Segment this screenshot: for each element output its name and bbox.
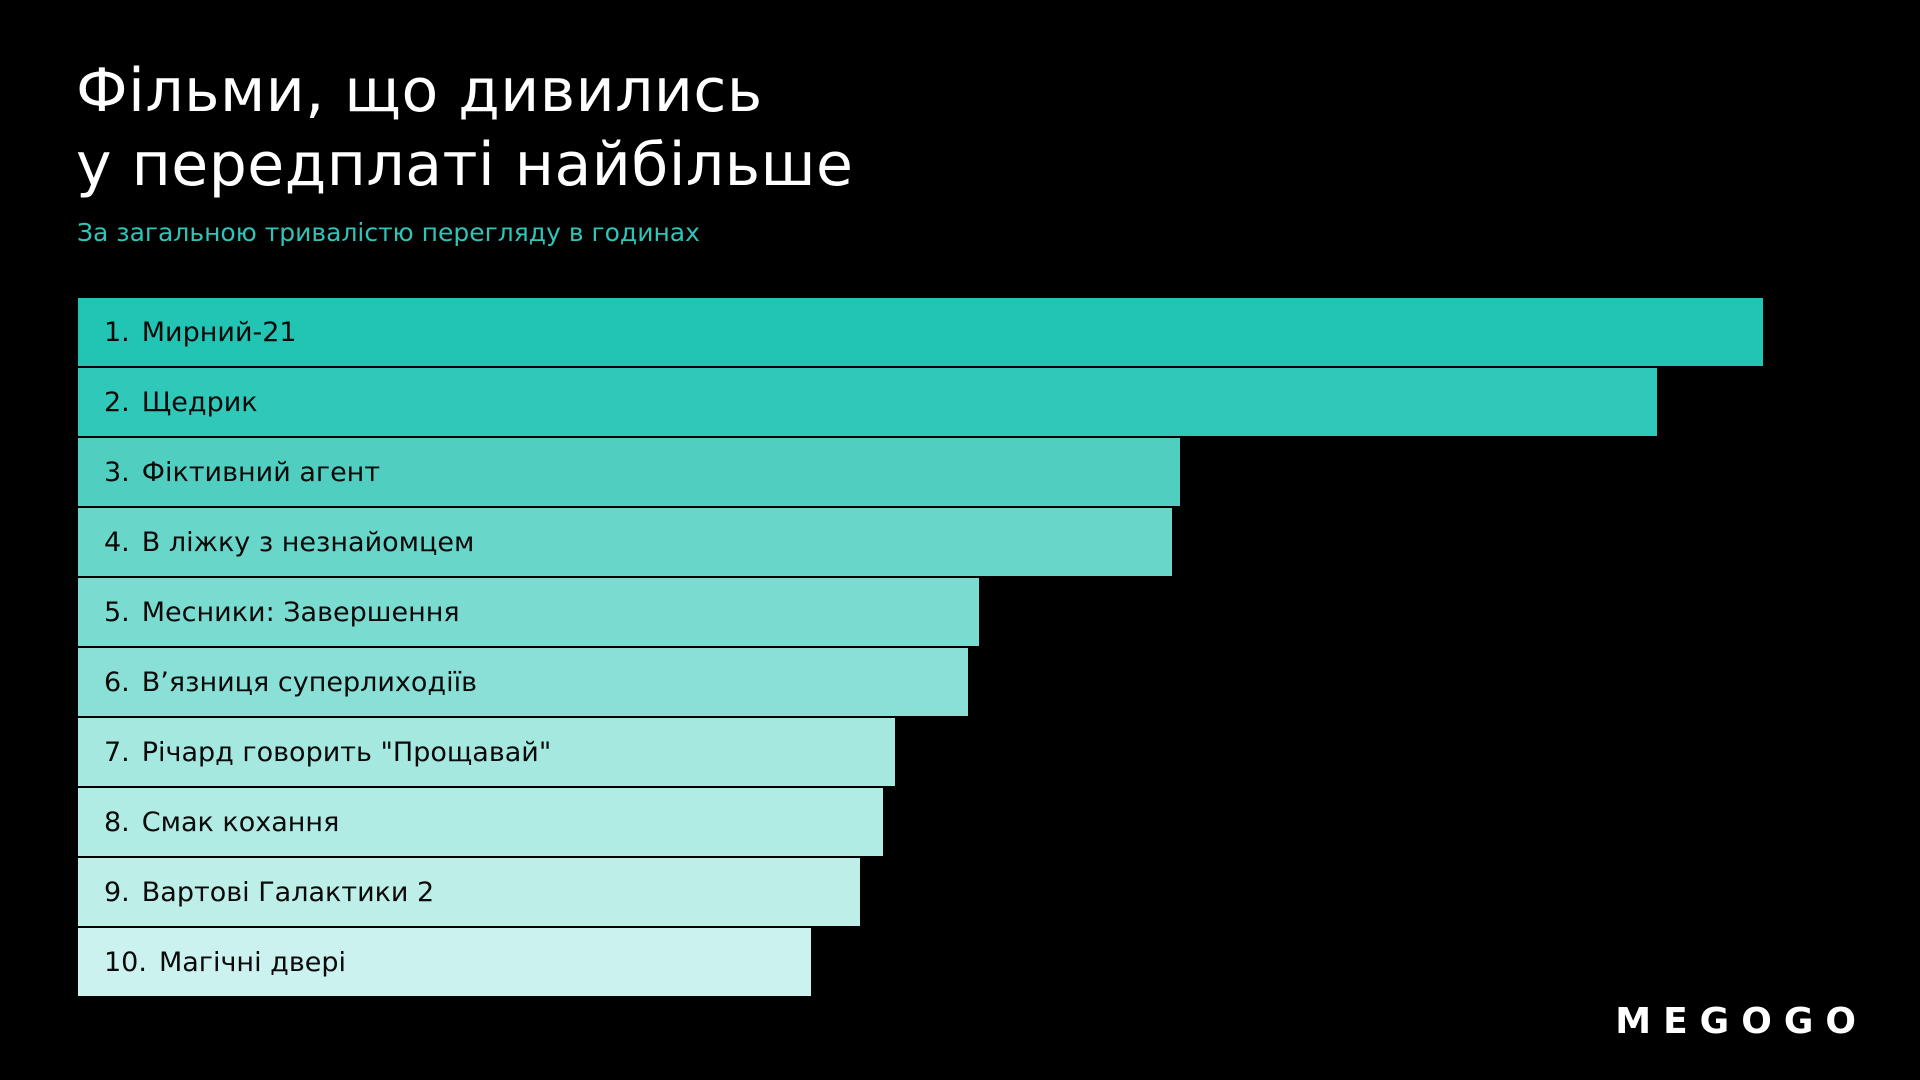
bar-1: 1. Мирний-21 (78, 298, 1763, 366)
bar-5: 5. Месники: Завершення (78, 578, 979, 646)
chart-title-line-1: Фільми, що дивились (76, 56, 763, 126)
bar-title-3: Фіктивний агент (141, 456, 381, 488)
bar-label-5: 5. Месники: Завершення (104, 597, 460, 628)
megogo-logo: MEGOGO (1615, 1001, 1868, 1042)
bar-8: 8. Смак кохання (78, 788, 883, 856)
bar-rank-1: 1. (104, 316, 130, 348)
chart-title: Фільми, що дивились у передплаті найбіль… (76, 54, 853, 202)
bar-rank-6: 6. (104, 666, 130, 698)
bar-4: 4. В ліжку з незнайомцем (78, 508, 1172, 576)
bar-2: 2. Щедрик (78, 368, 1657, 436)
bar-rank-3: 3. (104, 456, 130, 488)
bar-title-7: Річард говорить "Прощавай" (141, 736, 552, 768)
bar-title-10: Магічні двері (158, 946, 347, 978)
bar-label-2: 2. Щедрик (104, 387, 258, 418)
bar-label-10: 10. Магічні двері (104, 947, 346, 978)
bar-label-3: 3. Фіктивний агент (104, 457, 380, 488)
bar-7: 7. Річард говорить "Прощавай" (78, 718, 895, 786)
bar-rank-4: 4. (104, 526, 130, 558)
bar-rank-2: 2. (104, 386, 130, 418)
bar-rank-8: 8. (104, 806, 130, 838)
bar-10: 10. Магічні двері (78, 928, 811, 996)
bar-3: 3. Фіктивний агент (78, 438, 1180, 506)
bar-title-6: В’язниця суперлиходіїв (141, 666, 477, 698)
bar-label-6: 6. В’язниця суперлиходіїв (104, 667, 477, 698)
bar-title-4: В ліжку з незнайомцем (141, 526, 475, 558)
bar-rank-7: 7. (104, 736, 130, 768)
bar-rank-5: 5. (104, 596, 130, 628)
bar-title-1: Мирний-21 (141, 316, 297, 348)
bar-title-8: Смак кохання (141, 806, 340, 838)
bar-title-5: Месники: Завершення (141, 596, 460, 628)
chart-subtitle: За загальною тривалістю перегляду в годи… (77, 218, 700, 247)
bar-chart: 1. Мирний-21 2. Щедрик 3. Фіктивний агент 4. В … (78, 298, 1778, 998)
bar-rank-10: 10. (104, 946, 147, 978)
bar-label-7: 7. Річард говорить "Прощавай" (104, 737, 551, 768)
bar-title-9: Вартові Галактики 2 (141, 876, 435, 908)
bar-title-2: Щедрик (141, 386, 258, 418)
chart-title-line-2: у передплаті найбільше (76, 130, 854, 200)
bar-rank-9: 9. (104, 876, 130, 908)
bar-label-4: 4. В ліжку з незнайомцем (104, 527, 474, 558)
bar-label-8: 8. Смак кохання (104, 807, 339, 838)
bar-label-9: 9. Вартові Галактики 2 (104, 877, 434, 908)
bar-6: 6. В’язниця суперлиходіїв (78, 648, 968, 716)
bar-9: 9. Вартові Галактики 2 (78, 858, 860, 926)
bar-label-1: 1. Мирний-21 (104, 317, 297, 348)
